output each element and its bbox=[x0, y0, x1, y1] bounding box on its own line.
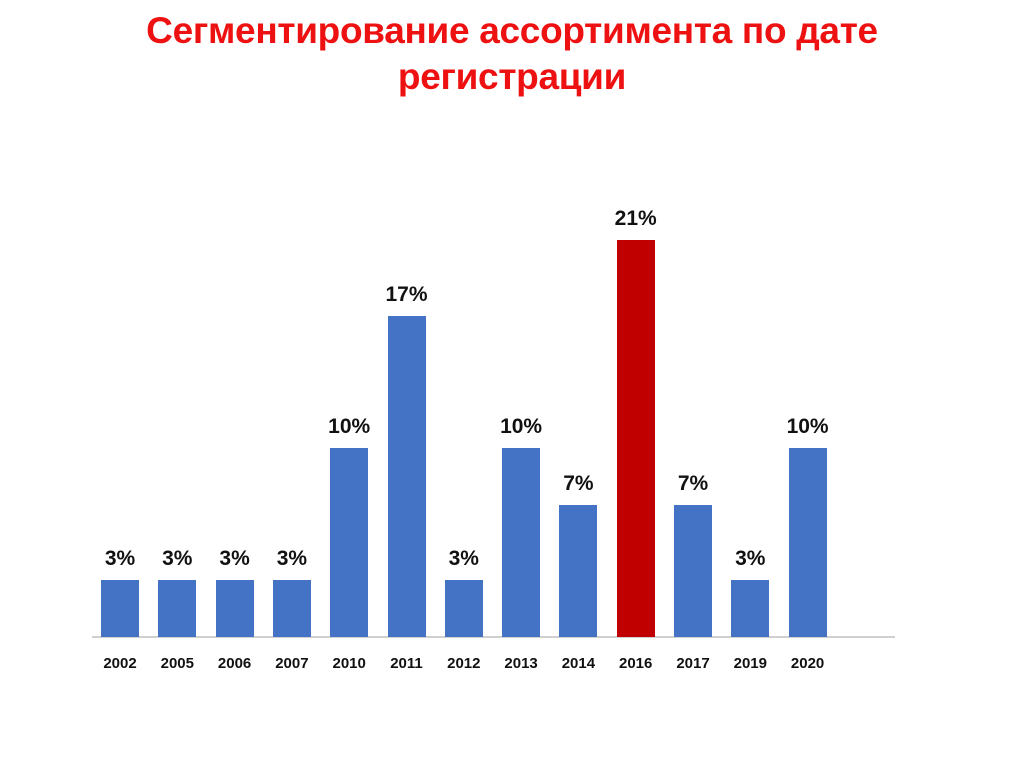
category-label-2013: 2013 bbox=[504, 655, 538, 672]
bar-2017 bbox=[674, 504, 712, 637]
bar-2007 bbox=[272, 580, 311, 637]
category-label-2014: 2014 bbox=[561, 655, 596, 672]
bar-2020 bbox=[788, 447, 827, 637]
category-label-2007: 2007 bbox=[275, 655, 309, 672]
value-label-2020: 10% bbox=[786, 414, 829, 438]
category-label-2020: 2020 bbox=[790, 655, 825, 672]
category-label-2011: 2011 bbox=[390, 655, 423, 672]
value-label-2016: 21% bbox=[614, 207, 657, 230]
value-label-2010: 10% bbox=[328, 414, 371, 438]
chart-title: Сегментирование ассортимента по дате рег… bbox=[0, 8, 1024, 100]
bar-2016 bbox=[616, 240, 655, 637]
value-label-2007: 3% bbox=[276, 547, 308, 571]
x-axis-line bbox=[92, 636, 895, 638]
chart-title-line1: Сегментирование ассортимента по дате bbox=[146, 10, 878, 51]
value-label-2019: 3% bbox=[735, 547, 766, 571]
bar-2002 bbox=[101, 580, 139, 637]
bar-2014 bbox=[559, 504, 598, 637]
bar-2019 bbox=[731, 580, 770, 637]
value-label-2012: 3% bbox=[448, 547, 479, 571]
bar-2005 bbox=[158, 580, 197, 637]
category-label-2002: 2002 bbox=[103, 655, 137, 672]
category-label-2012: 2012 bbox=[447, 655, 481, 672]
category-label-2006: 2006 bbox=[217, 655, 252, 672]
value-label-2006: 3% bbox=[219, 547, 250, 571]
category-label-2010: 2010 bbox=[332, 655, 366, 672]
bar-2006 bbox=[215, 580, 254, 637]
category-label-2005: 2005 bbox=[160, 655, 194, 672]
bar-2011 bbox=[387, 315, 426, 637]
value-label-2002: 3% bbox=[104, 547, 136, 571]
value-label-2017: 7% bbox=[677, 471, 709, 495]
value-label-2011: 17% bbox=[385, 282, 428, 306]
category-label-2016: 2016 bbox=[619, 655, 653, 672]
value-label-2014: 7% bbox=[563, 471, 594, 495]
bar-2013 bbox=[502, 447, 541, 637]
category-label-2019: 2019 bbox=[733, 655, 767, 672]
value-label-2005: 3% bbox=[162, 547, 193, 571]
bar-2010 bbox=[330, 447, 369, 637]
category-label-2017: 2017 bbox=[676, 655, 710, 672]
chart-title-line2: регистрации bbox=[397, 56, 627, 97]
bar-2012 bbox=[444, 580, 483, 637]
value-label-2013: 10% bbox=[500, 414, 543, 438]
